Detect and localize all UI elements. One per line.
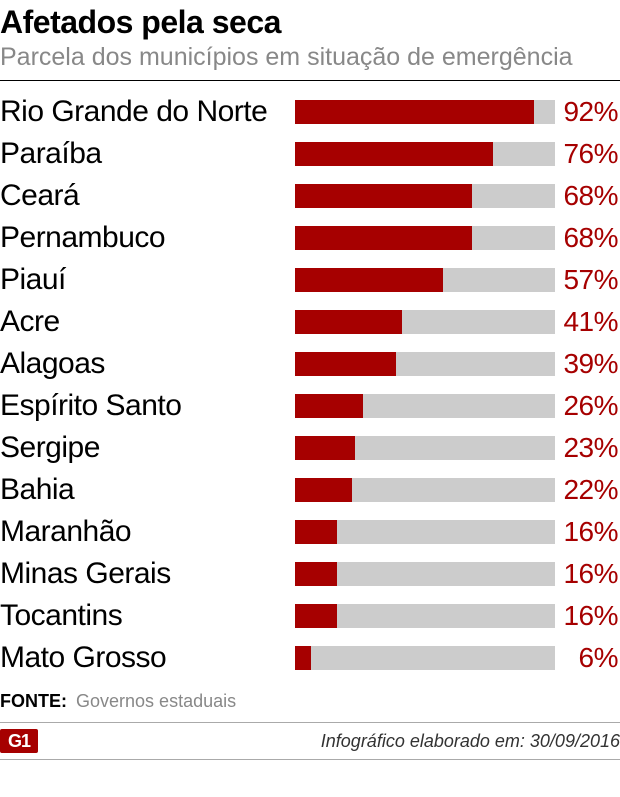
infographic: Afetados pela seca Parcela dos município…	[0, 4, 620, 770]
state-label: Tocantins	[0, 601, 295, 631]
bar-fill	[295, 310, 402, 334]
value-label: 26%	[563, 390, 618, 422]
footer-date: Infográfico elaborado em: 30/09/2016	[321, 731, 620, 752]
state-label: Piauí	[0, 265, 295, 295]
source-text: Governos estaduais	[76, 691, 236, 711]
bar-wrap: 16%	[295, 600, 620, 632]
value-label: 23%	[563, 432, 618, 464]
bar-track	[295, 562, 555, 586]
source-label: FONTE:	[0, 691, 67, 711]
bar-track	[295, 268, 555, 292]
bar-fill	[295, 352, 396, 376]
table-row: Maranhão 16%	[0, 511, 620, 553]
table-row: Rio Grande do Norte 92%	[0, 91, 620, 133]
table-row: Sergipe 23%	[0, 427, 620, 469]
bar-track	[295, 352, 555, 376]
bar-track	[295, 436, 555, 460]
bar-track	[295, 394, 555, 418]
bar-track	[295, 100, 555, 124]
bar-track	[295, 604, 555, 628]
bar-wrap: 57%	[295, 264, 620, 296]
value-label: 92%	[563, 96, 618, 128]
bar-wrap: 23%	[295, 432, 620, 464]
table-row: Ceará 68%	[0, 175, 620, 217]
bar-fill	[295, 520, 337, 544]
page-title: Afetados pela seca	[0, 4, 620, 41]
bar-chart: Rio Grande do Norte 92% Paraíba 76% Ceará 68%…	[0, 91, 620, 679]
table-row: Piauí 57%	[0, 259, 620, 301]
bar-fill	[295, 268, 443, 292]
table-row: Tocantins 16%	[0, 595, 620, 637]
footer: G1 Infográfico elaborado em: 30/09/2016	[0, 722, 620, 760]
state-label: Minas Gerais	[0, 559, 295, 589]
table-row: Bahia 22%	[0, 469, 620, 511]
value-label: 68%	[563, 180, 618, 212]
bar-wrap: 26%	[295, 390, 620, 422]
value-label: 39%	[563, 348, 618, 380]
bar-fill	[295, 478, 352, 502]
bar-fill	[295, 142, 493, 166]
bar-track	[295, 646, 555, 670]
bar-wrap: 22%	[295, 474, 620, 506]
bar-wrap: 39%	[295, 348, 620, 380]
value-label: 16%	[563, 558, 618, 590]
value-label: 16%	[563, 516, 618, 548]
bar-track	[295, 520, 555, 544]
bar-wrap: 16%	[295, 558, 620, 590]
table-row: Pernambuco 68%	[0, 217, 620, 259]
bar-wrap: 68%	[295, 180, 620, 212]
bar-fill	[295, 604, 337, 628]
table-row: Espírito Santo 26%	[0, 385, 620, 427]
state-label: Rio Grande do Norte	[0, 97, 295, 127]
bar-fill	[295, 646, 311, 670]
bar-fill	[295, 436, 355, 460]
bar-fill	[295, 562, 337, 586]
bar-track	[295, 226, 555, 250]
bar-track	[295, 142, 555, 166]
bar-wrap: 76%	[295, 138, 620, 170]
table-row: Minas Gerais 16%	[0, 553, 620, 595]
state-label: Mato Grosso	[0, 643, 295, 673]
bar-track	[295, 478, 555, 502]
state-label: Sergipe	[0, 433, 295, 463]
bar-track	[295, 184, 555, 208]
table-row: Mato Grosso 6%	[0, 637, 620, 679]
value-label: 41%	[563, 306, 618, 338]
bar-wrap: 41%	[295, 306, 620, 338]
state-label: Maranhão	[0, 517, 295, 547]
logo-icon: G1	[0, 729, 38, 753]
source-line: FONTE: Governos estaduais	[0, 691, 620, 712]
value-label: 6%	[563, 642, 618, 674]
value-label: 76%	[563, 138, 618, 170]
state-label: Bahia	[0, 475, 295, 505]
state-label: Paraíba	[0, 139, 295, 169]
value-label: 68%	[563, 222, 618, 254]
table-row: Paraíba 76%	[0, 133, 620, 175]
divider	[0, 80, 620, 81]
page-subtitle: Parcela dos municípios em situação de em…	[0, 43, 620, 72]
value-label: 57%	[563, 264, 618, 296]
state-label: Acre	[0, 307, 295, 337]
bar-fill	[295, 226, 472, 250]
table-row: Acre 41%	[0, 301, 620, 343]
bar-wrap: 92%	[295, 96, 620, 128]
bar-wrap: 16%	[295, 516, 620, 548]
value-label: 16%	[563, 600, 618, 632]
bar-fill	[295, 100, 534, 124]
state-label: Ceará	[0, 181, 295, 211]
value-label: 22%	[563, 474, 618, 506]
bar-wrap: 68%	[295, 222, 620, 254]
bar-fill	[295, 184, 472, 208]
state-label: Pernambuco	[0, 223, 295, 253]
bar-fill	[295, 394, 363, 418]
table-row: Alagoas 39%	[0, 343, 620, 385]
bar-track	[295, 310, 555, 334]
state-label: Espírito Santo	[0, 391, 295, 421]
state-label: Alagoas	[0, 349, 295, 379]
bar-wrap: 6%	[295, 642, 620, 674]
